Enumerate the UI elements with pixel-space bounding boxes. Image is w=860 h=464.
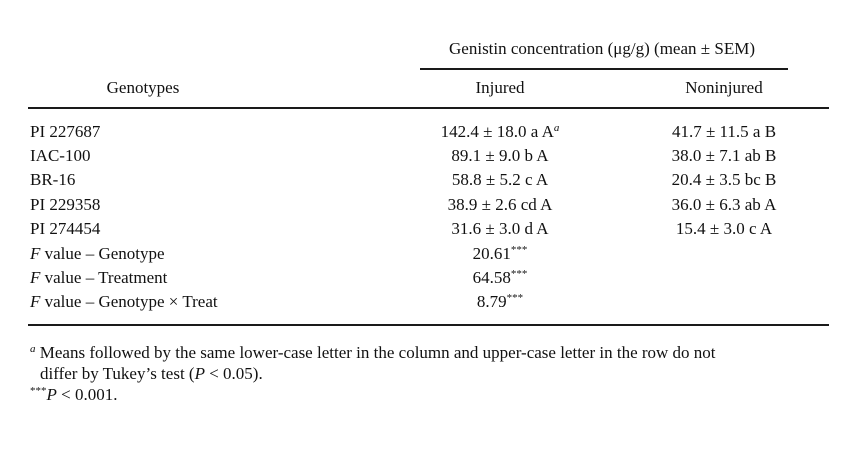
injured-cell: 89.1 ± 9.0 b A xyxy=(451,146,549,165)
noninjured-cell: 38.0 ± 7.1 ab B xyxy=(671,146,777,165)
fvalue-cell: 8.79*** xyxy=(477,292,523,312)
footnote-a-continued: differ by Tukey’s test (P < 0.05). xyxy=(40,364,263,384)
significance-marker: *** xyxy=(510,244,528,256)
genotype-cell: PI 227687 xyxy=(30,122,101,141)
col-header-injured: Injured xyxy=(475,78,525,97)
f-symbol: F xyxy=(30,292,41,311)
f-symbol: F xyxy=(30,268,41,287)
fvalue: 20.61 xyxy=(472,244,511,263)
footnote-marker: a xyxy=(553,122,560,134)
header-bottom-rule xyxy=(28,107,829,109)
significance-marker: *** xyxy=(506,292,524,304)
fvalue: 64.58 xyxy=(472,268,511,287)
fvalue: 8.79 xyxy=(476,292,507,311)
injured-cell: 58.8 ± 5.2 c A xyxy=(451,170,549,189)
fvalue-label: F value – Genotype × Treat xyxy=(30,292,218,312)
injured-cell: 31.6 ± 3.0 d A xyxy=(451,219,549,238)
footnote-a-line1: Means followed by the same lower-case le… xyxy=(35,343,716,362)
col-header-genotypes: Genotypes xyxy=(106,78,180,97)
fvalue-cell: 64.58*** xyxy=(473,268,528,288)
table-bottom-rule xyxy=(28,324,829,326)
fvalue-label-text: value – Treatment xyxy=(40,268,168,287)
injured-cell: 142.4 ± 18.0 a Aa xyxy=(441,122,560,142)
fvalue-label-text: value – Genotype xyxy=(40,244,165,263)
p-symbol: P xyxy=(46,385,57,404)
col-header-noninjured: Noninjured xyxy=(685,78,763,97)
genotype-cell: BR-16 xyxy=(30,170,76,189)
f-symbol: F xyxy=(30,244,41,263)
noninjured-cell: 41.7 ± 11.5 a B xyxy=(671,122,777,141)
genotype-cell: PI 274454 xyxy=(30,219,101,238)
significance-marker: *** xyxy=(510,268,528,280)
footnote-b-text: < 0.001. xyxy=(56,385,118,404)
footnote-b-marker: *** xyxy=(30,385,47,397)
fvalue-label: F value – Genotype xyxy=(30,244,165,264)
footnote-a: a Means followed by the same lower-case … xyxy=(30,343,716,363)
group-header: Genistin concentration (μg/g) (mean ± SE… xyxy=(449,39,755,58)
noninjured-cell: 20.4 ± 3.5 bc B xyxy=(671,170,777,189)
footnote-a-line2-pre: differ by Tukey’s test ( xyxy=(40,364,195,383)
genotype-cell: PI 229358 xyxy=(30,195,101,214)
footnote-a-line2-post: < 0.05). xyxy=(204,364,263,383)
injured-value: 142.4 ± 18.0 a A xyxy=(440,122,554,141)
genotype-cell: IAC-100 xyxy=(30,146,91,165)
noninjured-cell: 15.4 ± 3.0 c A xyxy=(675,219,773,238)
noninjured-cell: 36.0 ± 6.3 ab A xyxy=(671,195,777,214)
footnote-b: ***P < 0.001. xyxy=(30,385,117,405)
fvalue-label-text: value – Genotype × Treat xyxy=(40,292,218,311)
group-header-rule xyxy=(420,68,788,70)
injured-cell: 38.9 ± 2.6 cd A xyxy=(447,195,553,214)
fvalue-label: F value – Treatment xyxy=(30,268,167,288)
footnote-a-marker: a xyxy=(30,343,36,355)
fvalue-cell: 20.61*** xyxy=(473,244,528,264)
p-symbol: P xyxy=(194,364,205,383)
